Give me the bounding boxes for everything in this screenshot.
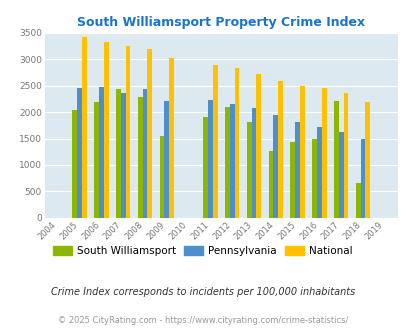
Bar xyxy=(116,89,120,218)
Bar xyxy=(202,117,207,218)
Bar xyxy=(104,42,108,218)
Title: South Williamsport Property Crime Index: South Williamsport Property Crime Index xyxy=(77,16,364,29)
Bar xyxy=(224,108,229,218)
Bar xyxy=(159,136,164,218)
Bar xyxy=(290,142,294,218)
Bar xyxy=(82,37,87,218)
Bar xyxy=(364,102,369,218)
Bar xyxy=(212,65,217,218)
Bar xyxy=(229,104,234,218)
Bar xyxy=(142,89,147,218)
Text: © 2025 CityRating.com - https://www.cityrating.com/crime-statistics/: © 2025 CityRating.com - https://www.city… xyxy=(58,315,347,325)
Bar xyxy=(343,93,347,218)
Bar xyxy=(268,151,273,218)
Bar xyxy=(125,46,130,218)
Bar xyxy=(234,68,239,218)
Bar xyxy=(256,74,260,218)
Text: Crime Index corresponds to incidents per 100,000 inhabitants: Crime Index corresponds to incidents per… xyxy=(51,287,354,297)
Bar xyxy=(77,88,82,218)
Bar xyxy=(246,122,251,218)
Bar xyxy=(72,110,77,218)
Bar xyxy=(120,93,125,218)
Bar xyxy=(273,115,277,218)
Bar xyxy=(294,122,299,218)
Bar xyxy=(164,101,169,218)
Bar xyxy=(147,49,152,218)
Bar xyxy=(355,183,360,218)
Bar xyxy=(333,101,338,218)
Bar xyxy=(169,58,173,218)
Bar xyxy=(360,139,364,218)
Bar xyxy=(94,102,99,218)
Bar xyxy=(321,88,326,218)
Bar xyxy=(299,86,304,218)
Bar xyxy=(251,108,256,218)
Bar xyxy=(338,132,343,218)
Bar xyxy=(207,100,212,218)
Bar xyxy=(311,139,316,218)
Bar xyxy=(277,81,282,218)
Legend: South Williamsport, Pennsylvania, National: South Williamsport, Pennsylvania, Nation… xyxy=(49,242,356,260)
Bar xyxy=(99,87,104,218)
Bar xyxy=(316,127,321,218)
Bar xyxy=(137,97,142,218)
